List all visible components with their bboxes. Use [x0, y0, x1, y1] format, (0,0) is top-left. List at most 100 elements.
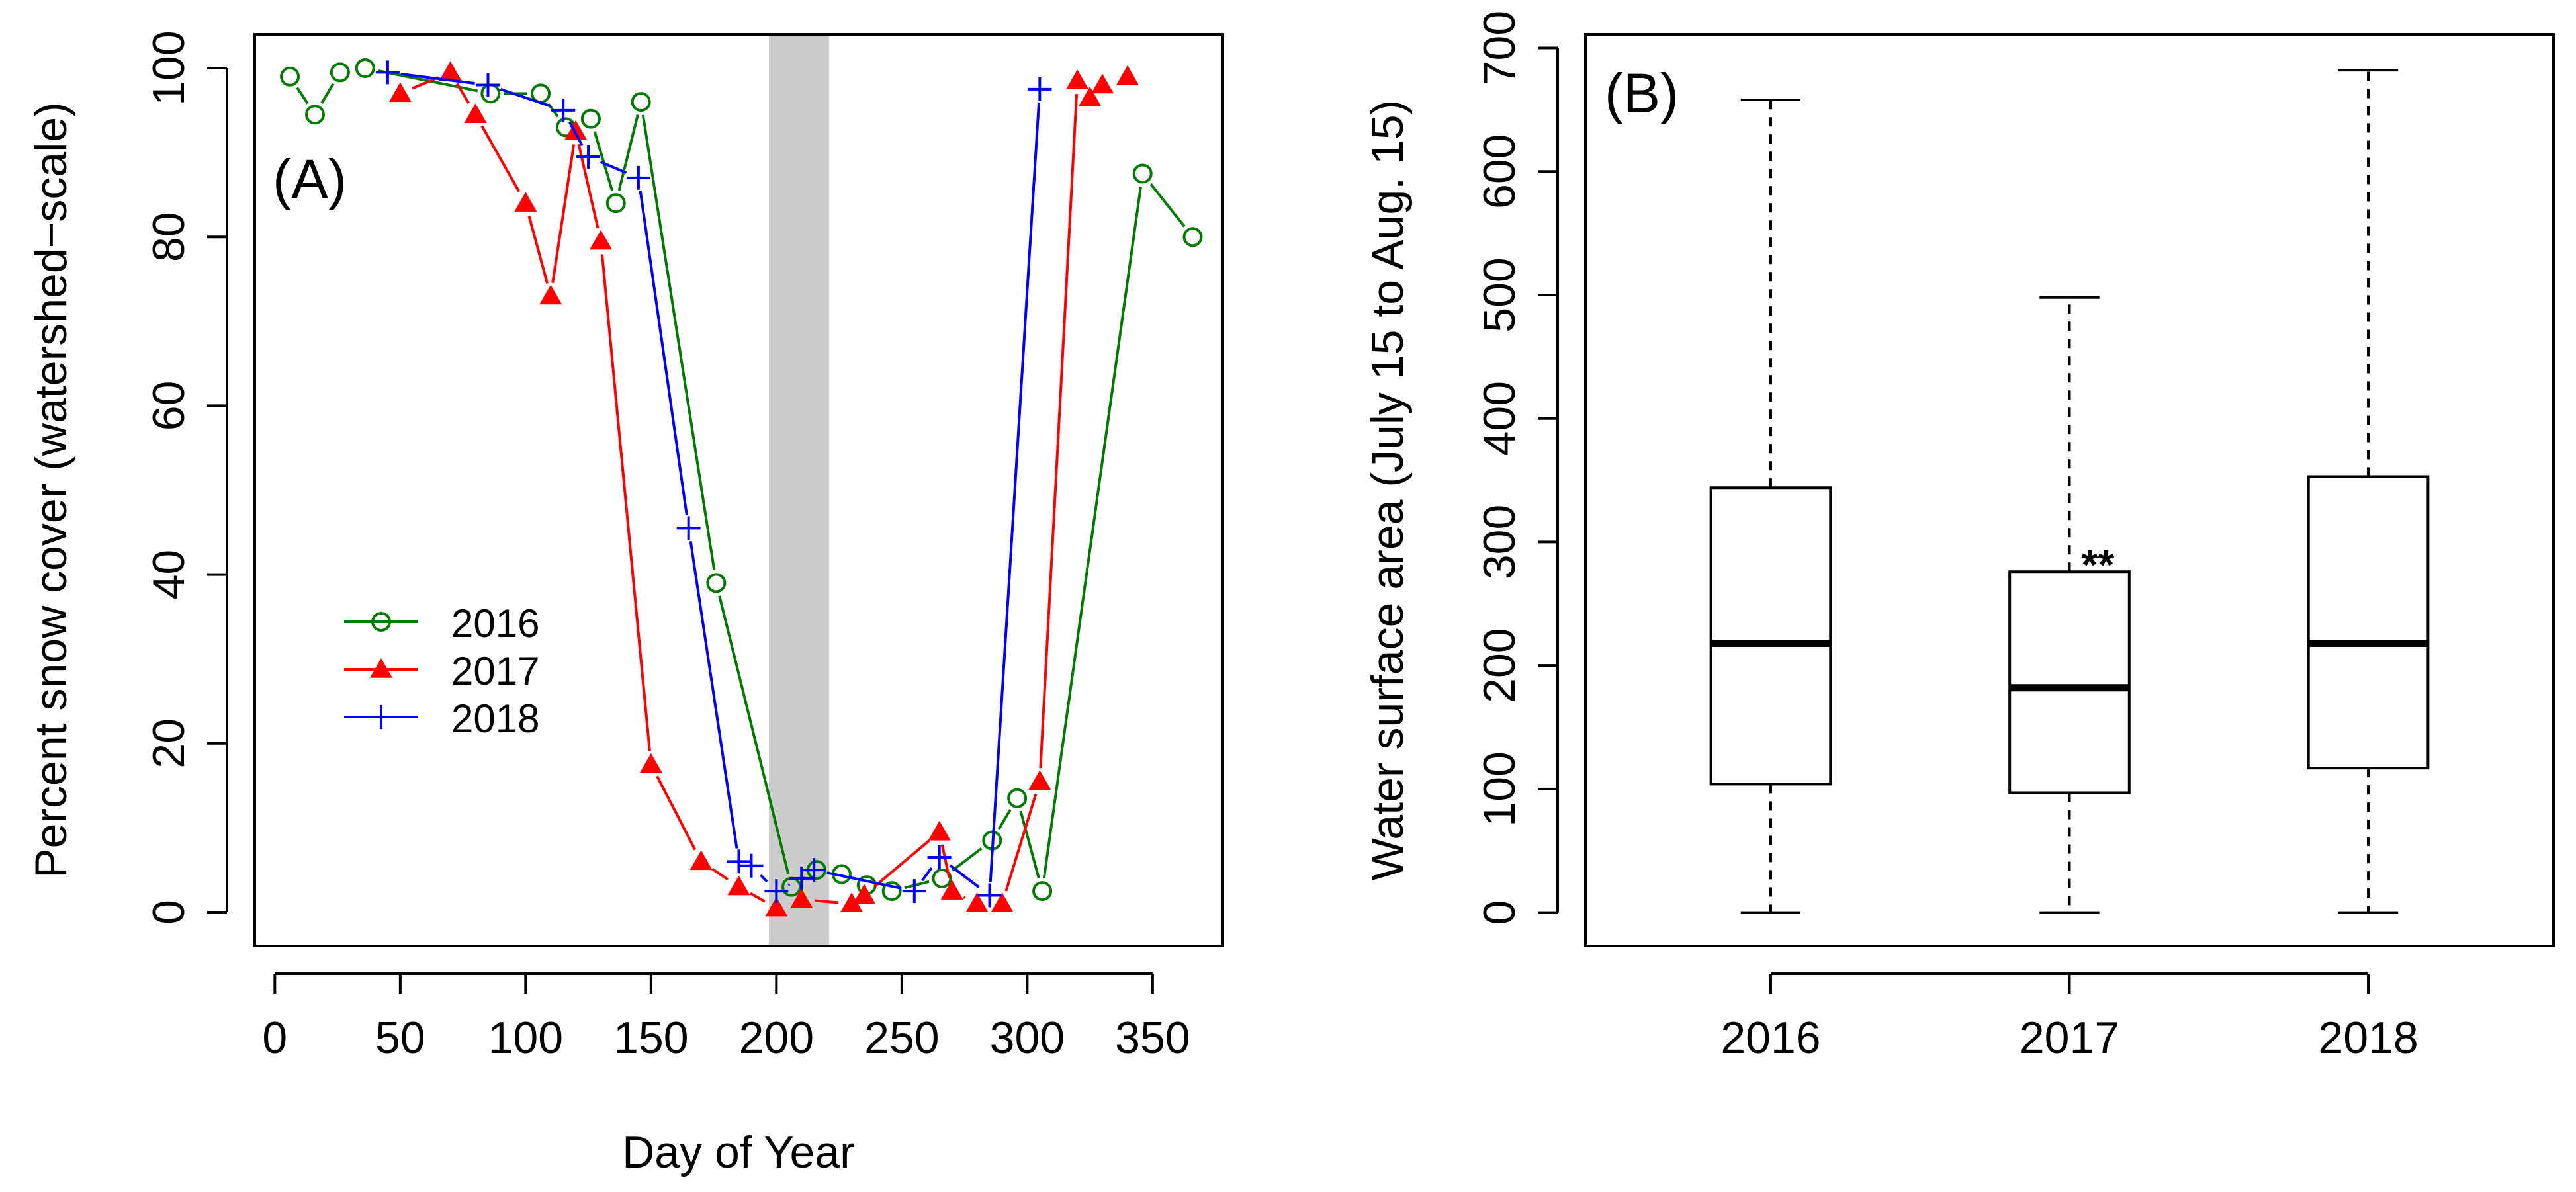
panel-label-a: (A) [273, 148, 347, 210]
point-2017 [464, 103, 487, 123]
plot-frame-a [253, 33, 1224, 947]
series-2018-segment [826, 871, 902, 890]
series-2016-segment [617, 114, 639, 191]
point-2016 [881, 881, 902, 902]
legend-label: 2017 [451, 649, 539, 693]
point-2018 [789, 866, 814, 890]
point-2018 [1028, 77, 1052, 101]
point-2017 [1116, 65, 1139, 85]
iqr-box [2307, 475, 2430, 770]
series-2016-segment [904, 880, 930, 890]
x-axis-a: 0 50 100 150 200 250 300 350 [262, 972, 1190, 1063]
legend-label: 2016 [451, 601, 539, 646]
series-2017-segment [873, 839, 930, 888]
series-2017-segment [1004, 793, 1038, 892]
x-tick-label: 200 [739, 1013, 814, 1063]
series-2017-segment [711, 867, 729, 881]
legend-entry-2016: 2016 [344, 601, 539, 646]
point-2017 [388, 82, 412, 103]
x-tick-label: 300 [990, 1013, 1065, 1063]
series-group [280, 58, 1203, 917]
point-2017 [940, 880, 963, 900]
significance-annotation: ** [2082, 540, 2115, 588]
point-2016 [1032, 881, 1053, 902]
point-2017 [991, 892, 1014, 912]
y-axis-label-b: Water surface area (July 15 to Aug. 15) [1362, 100, 1413, 881]
series-2017-segment [577, 144, 600, 229]
y-tick-label: 500 [1474, 257, 1525, 332]
series-2017-segment [656, 775, 697, 851]
point-2016 [631, 92, 651, 112]
series-2018-segment [500, 88, 551, 108]
series-2018-segment [568, 121, 584, 146]
series-2016-segment [952, 847, 983, 872]
point-2016 [1182, 227, 1203, 247]
point-2016 [304, 105, 325, 125]
x-tick-label: 250 [864, 1013, 939, 1063]
x-tick-label: 0 [262, 1013, 287, 1063]
series-2016-segment [997, 808, 1012, 830]
x-tick-label: 100 [488, 1013, 563, 1063]
legend-marker [369, 705, 393, 729]
point-2018 [902, 879, 926, 904]
point-2017 [564, 120, 588, 140]
point-2018 [576, 145, 601, 169]
point-2016 [1007, 788, 1028, 808]
point-2017 [727, 875, 750, 896]
point-2016 [580, 108, 601, 129]
shaded-band [768, 34, 829, 946]
point-2016 [355, 58, 375, 79]
point-2016 [330, 62, 350, 83]
legend-entry-2017: 2017 [344, 649, 539, 693]
x-tick-label: 2017 [2020, 1013, 2119, 1063]
series-2017-segment [480, 125, 521, 192]
point-2017 [689, 850, 713, 871]
point-2018 [626, 165, 650, 190]
series-2017-segment [1039, 94, 1079, 769]
series-2017-segment [527, 215, 549, 284]
box-2018 [2307, 69, 2430, 914]
point-2017 [590, 230, 613, 250]
point-2016 [1132, 163, 1153, 184]
series-2016-segment [641, 114, 716, 570]
series-2017 [388, 61, 1139, 917]
series-2017-segment [749, 892, 766, 903]
y-tick-label: 400 [1474, 381, 1525, 456]
y-tick-label: 80 [144, 212, 194, 262]
series-2016-segment [296, 87, 309, 105]
y-tick-label: 200 [1474, 628, 1525, 702]
point-2018 [676, 516, 701, 540]
y-axis-a: 0 20 40 60 80 100 [144, 30, 228, 925]
point-2018 [764, 879, 789, 904]
point-2017 [928, 820, 951, 841]
point-2018 [375, 60, 400, 85]
x-tick-label: 50 [375, 1013, 425, 1063]
point-2018 [977, 883, 1002, 908]
point-2016 [706, 573, 727, 593]
point-2017 [514, 192, 537, 212]
point-2018 [739, 853, 764, 878]
y-tick-label: 60 [144, 381, 194, 431]
x-tick-label: 350 [1115, 1013, 1190, 1063]
y-tick-label: 100 [144, 30, 194, 105]
point-2016 [605, 193, 626, 214]
series-2017-segment [815, 899, 839, 904]
point-2018 [551, 98, 576, 122]
point-2017 [539, 284, 562, 305]
y-tick-label: 20 [144, 718, 194, 769]
y-tick-label: 300 [1474, 505, 1525, 579]
series-2018-segment [600, 160, 627, 174]
legend-marker [370, 658, 392, 678]
y-tick-label: 600 [1474, 134, 1525, 209]
series-2018-segment [921, 867, 933, 882]
series-2017-segment [600, 254, 651, 751]
series-2016-segment [593, 131, 614, 191]
point-2018 [927, 845, 952, 870]
point-2016 [480, 83, 501, 104]
series-2017-segment [456, 83, 470, 105]
x-tick-label: 2016 [1720, 1013, 1820, 1063]
series-2018 [375, 60, 1052, 908]
